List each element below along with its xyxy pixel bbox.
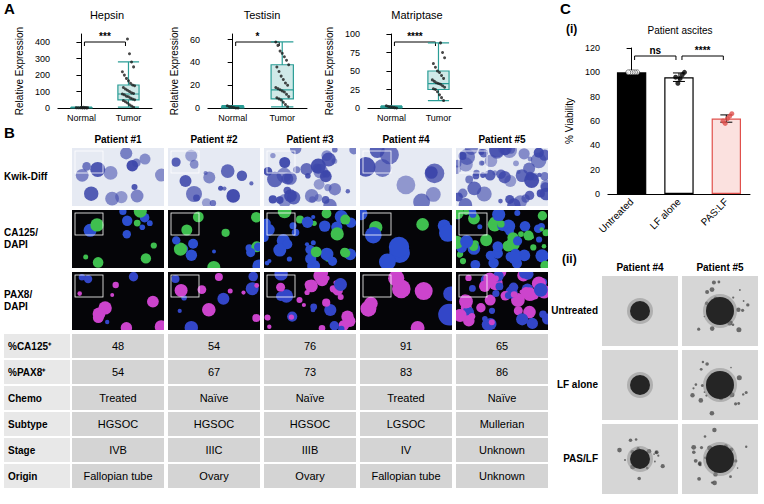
html-text:Ovary: Ovary bbox=[199, 470, 229, 482]
svg-text:40: 40 bbox=[590, 140, 600, 150]
svg-text:****: **** bbox=[695, 45, 711, 56]
svg-text:Normal: Normal bbox=[67, 113, 96, 123]
html-text:65: 65 bbox=[495, 340, 509, 352]
svg-text:% Viability: % Viability bbox=[564, 98, 575, 144]
svg-text:Normal: Normal bbox=[377, 113, 406, 123]
html-text:Kwik-Diff: Kwik-Diff bbox=[4, 171, 48, 182]
svg-text:****: **** bbox=[407, 31, 423, 42]
html-text:Patient #4: Patient #4 bbox=[382, 134, 430, 145]
html-text:Patient #1: Patient #1 bbox=[94, 134, 142, 145]
html-text:Patient #2: Patient #2 bbox=[190, 134, 238, 145]
html-text:Patient #3: Patient #3 bbox=[286, 134, 334, 145]
html-text:Mullerian: Mullerian bbox=[479, 418, 525, 430]
html-text:(ii): (ii) bbox=[562, 252, 577, 266]
svg-text:Untreated: Untreated bbox=[597, 196, 636, 235]
svg-text:Tumor: Tumor bbox=[116, 113, 142, 123]
html-text:IVB: IVB bbox=[109, 444, 127, 456]
html-text:54: 54 bbox=[207, 340, 221, 352]
svg-text:200: 200 bbox=[35, 70, 50, 80]
svg-text:60: 60 bbox=[190, 35, 200, 45]
html-text:Naïve: Naïve bbox=[199, 392, 229, 404]
svg-text:Normal: Normal bbox=[218, 113, 247, 123]
svg-text:0: 0 bbox=[45, 103, 50, 113]
svg-text:100: 100 bbox=[585, 67, 600, 77]
html-text:73: 73 bbox=[303, 366, 317, 378]
svg-text:ns: ns bbox=[649, 45, 661, 56]
svg-text:120: 120 bbox=[585, 43, 600, 53]
html-text:Patient #4: Patient #4 bbox=[616, 262, 664, 273]
html-text:Stage: Stage bbox=[8, 444, 36, 456]
svg-text:0: 0 bbox=[195, 103, 200, 113]
html-text:PAX8/ DAPI: PAX8/ DAPI bbox=[4, 289, 33, 312]
html-text:86: 86 bbox=[495, 366, 509, 378]
html-text:Fallopian tube: Fallopian tube bbox=[83, 470, 153, 482]
html-text:%PAX8⁺: %PAX8⁺ bbox=[8, 367, 46, 378]
html-text:Naïve: Naïve bbox=[295, 392, 325, 404]
html-text:67: 67 bbox=[207, 366, 221, 378]
html-text:HGSOC: HGSOC bbox=[289, 418, 331, 430]
html-text:PAS/LF: PAS/LF bbox=[563, 453, 598, 464]
svg-text:PAS:LF: PAS:LF bbox=[699, 196, 731, 228]
html-text:%CA125⁺: %CA125⁺ bbox=[8, 341, 51, 352]
html-text:Treated: Treated bbox=[99, 392, 137, 404]
html-text:Subtype: Subtype bbox=[8, 418, 48, 430]
html-text:Untreated: Untreated bbox=[551, 305, 598, 316]
html-text:Chemo: Chemo bbox=[8, 392, 42, 404]
html-text:Patient #5: Patient #5 bbox=[696, 262, 744, 273]
html-text:Unknown: Unknown bbox=[479, 444, 525, 456]
html-text:LF alone: LF alone bbox=[556, 379, 598, 390]
svg-text:LF alone: LF alone bbox=[648, 196, 684, 232]
svg-text:100: 100 bbox=[345, 29, 360, 39]
html-text:IV: IV bbox=[400, 444, 412, 456]
svg-text:60: 60 bbox=[590, 116, 600, 126]
svg-text:Testisin: Testisin bbox=[244, 9, 281, 21]
html-text:B: B bbox=[4, 124, 15, 141]
svg-text:50: 50 bbox=[350, 66, 360, 76]
svg-text:300: 300 bbox=[35, 54, 50, 64]
svg-text:*: * bbox=[256, 31, 260, 42]
html-text:IIIC: IIIC bbox=[205, 444, 223, 456]
html-text:C: C bbox=[560, 0, 571, 17]
svg-text:Tumor: Tumor bbox=[426, 113, 452, 123]
svg-text:Relative Expression: Relative Expression bbox=[324, 27, 335, 115]
svg-text:Tumor: Tumor bbox=[269, 113, 295, 123]
svg-text:400: 400 bbox=[35, 37, 50, 47]
html-text:A: A bbox=[4, 0, 15, 17]
svg-text:20: 20 bbox=[190, 80, 200, 90]
svg-text:Hepsin: Hepsin bbox=[90, 9, 124, 21]
svg-text:0: 0 bbox=[595, 189, 600, 199]
svg-text:0: 0 bbox=[355, 103, 360, 113]
html-text:IIIB: IIIB bbox=[301, 444, 319, 456]
html-text:76: 76 bbox=[303, 340, 317, 352]
svg-text:40: 40 bbox=[190, 57, 200, 67]
svg-text:Relative Expression: Relative Expression bbox=[14, 27, 25, 115]
svg-text:Matriptase: Matriptase bbox=[391, 9, 442, 21]
html-text:48: 48 bbox=[111, 340, 125, 352]
html-text:83: 83 bbox=[399, 366, 413, 378]
html-text:Origin: Origin bbox=[8, 470, 38, 482]
html-text:HGSOC: HGSOC bbox=[193, 418, 235, 430]
svg-text:Patient ascites: Patient ascites bbox=[647, 25, 712, 36]
svg-text:25: 25 bbox=[350, 85, 360, 95]
svg-text:75: 75 bbox=[350, 48, 360, 58]
html-text:LGSOC: LGSOC bbox=[386, 418, 426, 430]
html-text:91: 91 bbox=[399, 340, 413, 352]
html-text:Fallopian tube: Fallopian tube bbox=[371, 470, 441, 482]
svg-text:Relative Expression: Relative Expression bbox=[169, 27, 180, 115]
html-text:Naïve: Naïve bbox=[487, 392, 517, 404]
html-text:Ovary: Ovary bbox=[295, 470, 325, 482]
html-text:54: 54 bbox=[111, 366, 125, 378]
html-text:(i): (i) bbox=[566, 22, 578, 36]
html-text:Unknown: Unknown bbox=[479, 470, 525, 482]
html-text:HGSOC: HGSOC bbox=[97, 418, 139, 430]
svg-text:100: 100 bbox=[35, 87, 50, 97]
html-text:Treated: Treated bbox=[387, 392, 425, 404]
html-text:CA125/ DAPI: CA125/ DAPI bbox=[4, 227, 38, 250]
svg-text:80: 80 bbox=[590, 92, 600, 102]
svg-text:20: 20 bbox=[590, 165, 600, 175]
html-text:Patient #5: Patient #5 bbox=[478, 134, 526, 145]
svg-text:***: *** bbox=[99, 31, 111, 42]
